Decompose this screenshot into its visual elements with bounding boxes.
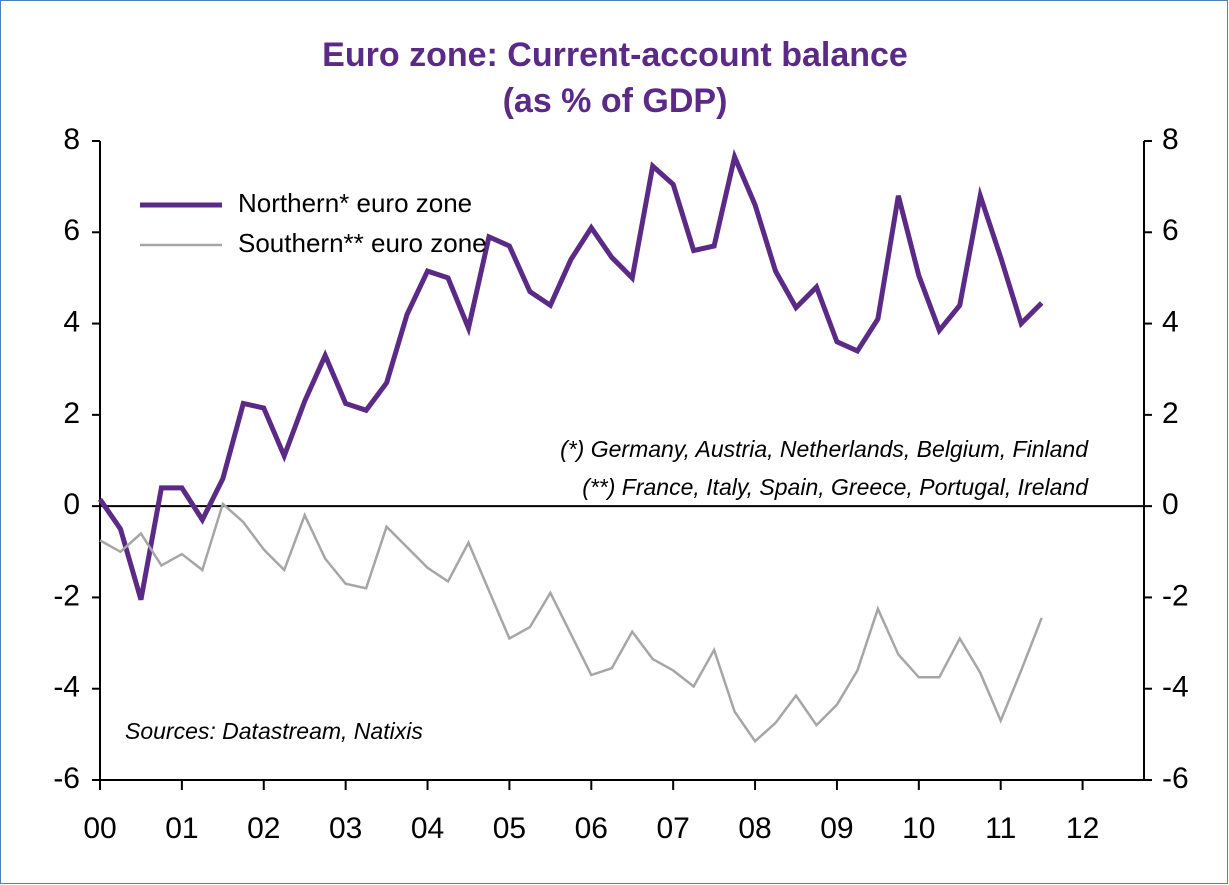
x-tick-label: 07 [656, 812, 689, 845]
y2-tick-label: 4 [1162, 305, 1179, 338]
series-line [99, 501, 1043, 744]
legend-label: Northern* euro zone [238, 188, 472, 218]
y-tick-label: -2 [53, 579, 80, 612]
x-tick-label: 06 [575, 812, 608, 845]
x-tick-label: 02 [247, 812, 280, 845]
annotation: (*) Germany, Austria, Netherlands, Belgi… [560, 436, 1089, 462]
y-tick-label: 0 [63, 488, 80, 521]
x-tick-label: 05 [493, 812, 526, 845]
chart-title: Euro zone: Current-account balance [322, 36, 908, 74]
x-tick-label: 10 [902, 812, 935, 845]
y2-tick-label: 6 [1162, 214, 1179, 247]
y2-tick-label: 2 [1162, 397, 1179, 430]
x-tick-label: 09 [820, 812, 853, 845]
y2-tick-label: -2 [1162, 579, 1189, 612]
y-tick-label: 2 [63, 397, 80, 430]
x-tick-label: 01 [165, 812, 198, 845]
y2-tick-label: 0 [1162, 488, 1179, 521]
y2-tick-label: -6 [1162, 762, 1189, 795]
x-tick-label: 04 [411, 812, 444, 845]
x-tick-label: 08 [738, 812, 771, 845]
series-line [97, 148, 1044, 601]
x-tick-label: 00 [83, 812, 116, 845]
y2-tick-label: 8 [1162, 123, 1179, 156]
annotation: (**) France, Italy, Spain, Greece, Portu… [582, 474, 1089, 500]
x-tick-label: 11 [985, 812, 1016, 845]
y-tick-label: 6 [63, 214, 80, 247]
x-tick-label: 12 [1066, 812, 1099, 845]
chart-subtitle: (as % of GDP) [503, 82, 728, 120]
y-tick-label: 4 [63, 305, 80, 338]
y-tick-label: -4 [53, 671, 80, 704]
y-tick-label: -6 [53, 762, 80, 795]
y2-tick-label: -4 [1162, 671, 1189, 704]
y-tick-label: 8 [63, 123, 80, 156]
legend-label: Southern** euro zone [238, 228, 487, 258]
x-tick-label: 03 [329, 812, 362, 845]
source-note: Sources: Datastream, Natixis [125, 718, 423, 744]
